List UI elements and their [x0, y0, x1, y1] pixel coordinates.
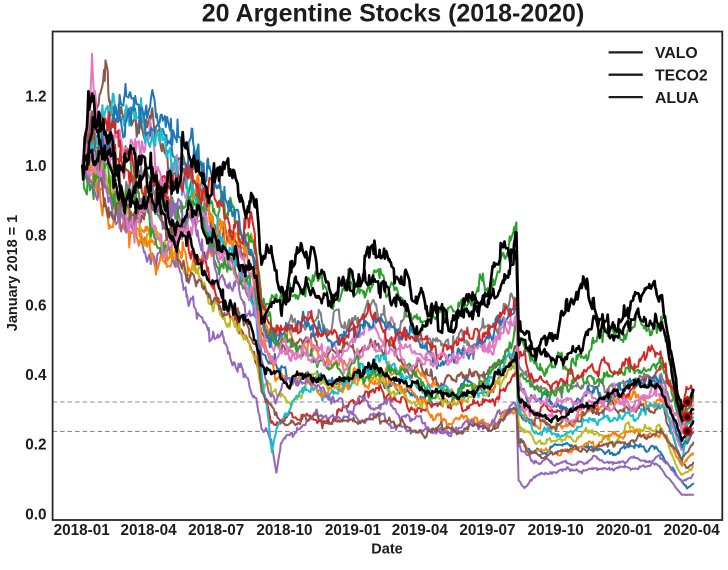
- svg-text:0.0: 0.0: [25, 506, 46, 523]
- svg-text:January 2018 = 1: January 2018 = 1: [5, 215, 21, 332]
- svg-text:2019-01: 2019-01: [325, 522, 382, 539]
- svg-text:0.8: 0.8: [25, 228, 47, 245]
- svg-text:1.0: 1.0: [25, 158, 46, 175]
- svg-text:2020-01: 2020-01: [596, 522, 653, 539]
- svg-text:2019-10: 2019-10: [528, 522, 584, 539]
- svg-text:0.4: 0.4: [25, 367, 47, 384]
- svg-text:0.6: 0.6: [25, 297, 46, 314]
- svg-text:VALO: VALO: [655, 45, 698, 62]
- svg-text:2019-04: 2019-04: [392, 522, 449, 539]
- svg-text:Date: Date: [371, 542, 402, 558]
- svg-text:2018-07: 2018-07: [188, 522, 244, 539]
- svg-text:2018-04: 2018-04: [121, 522, 178, 539]
- svg-text:TECO2: TECO2: [655, 67, 708, 84]
- svg-text:0.2: 0.2: [25, 437, 46, 454]
- svg-text:2019-07: 2019-07: [459, 522, 515, 539]
- svg-text:20 Argentine Stocks (2018-2020: 20 Argentine Stocks (2018-2020): [202, 0, 585, 28]
- svg-text:2020-04: 2020-04: [664, 522, 721, 539]
- svg-text:ALUA: ALUA: [655, 90, 699, 107]
- svg-text:1.2: 1.2: [25, 88, 46, 105]
- svg-text:2018-10: 2018-10: [256, 522, 312, 539]
- svg-text:2018-01: 2018-01: [54, 522, 111, 539]
